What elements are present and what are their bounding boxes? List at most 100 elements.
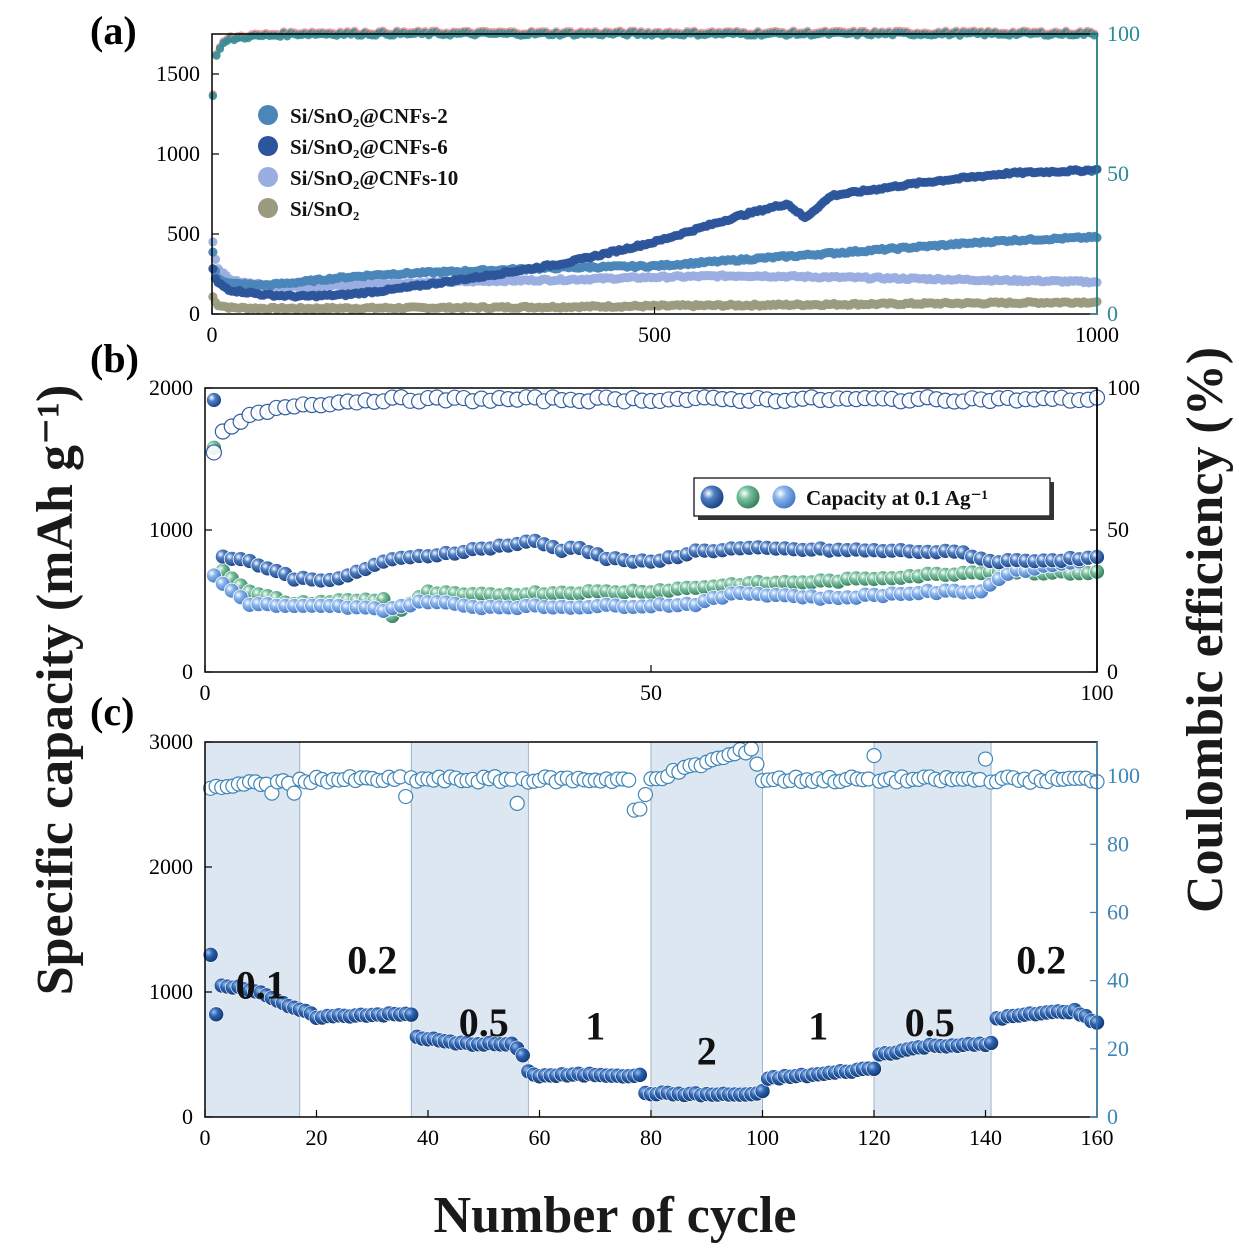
y-axis-title-left: Specific capacity (mAh g⁻¹) xyxy=(27,385,84,996)
rate-label: 2 xyxy=(697,1029,717,1074)
y-tick-label-left: 500 xyxy=(167,221,200,246)
panel-c-shaded-regions xyxy=(204,741,992,1118)
capacity-point xyxy=(208,247,218,257)
capacity-point xyxy=(202,946,219,963)
legend-marker xyxy=(699,484,725,510)
panel-b-frame xyxy=(204,387,1098,673)
y-tick-label-left: 2000 xyxy=(149,854,193,879)
x-tick-label: 0 xyxy=(200,680,211,705)
capacity-point xyxy=(208,237,218,247)
x-tick-label: 50 xyxy=(640,680,662,705)
panel-a-marks xyxy=(208,26,1102,315)
ce-point-teal xyxy=(212,51,221,60)
ce-point xyxy=(286,785,302,801)
y-tick-label-left: 1000 xyxy=(149,979,193,1004)
y-tick-label-left: 1000 xyxy=(149,517,193,542)
panel-b-label: (b) xyxy=(90,336,139,381)
capacity-point xyxy=(983,1035,999,1051)
panel-a-legend: Si/SnO₂@CNFs-2 Si/SnO₂@CNFs-6 Si/SnO₂@CNFs… xyxy=(258,104,458,221)
ce-point xyxy=(632,801,648,817)
legend-shadow-bottom xyxy=(698,516,1054,520)
x-tick-label: 100 xyxy=(1081,680,1114,705)
legend-marker xyxy=(258,198,278,218)
ce-point xyxy=(637,786,654,803)
panel-c-marks xyxy=(202,741,1105,1103)
x-tick-label: 500 xyxy=(638,322,671,347)
legend-marker xyxy=(771,484,797,510)
y-tick-label-right: 50 xyxy=(1107,517,1129,542)
y-tick-label-left: 0 xyxy=(182,659,193,684)
y-tick-label-right: 0 xyxy=(1107,1104,1118,1129)
ce-point xyxy=(621,772,637,788)
y-tick-label-left: 0 xyxy=(182,1104,193,1129)
capacity-point xyxy=(866,1061,882,1077)
rate-label: 0.2 xyxy=(347,937,397,982)
ce-point xyxy=(398,788,414,805)
legend-shadow-right xyxy=(1050,482,1054,520)
ce-point xyxy=(866,748,882,764)
x-tick-label: 60 xyxy=(529,1125,551,1150)
ce-point xyxy=(749,756,765,772)
capacity-point xyxy=(514,1047,531,1064)
legend-entry: Si/SnO₂ xyxy=(290,197,359,221)
rate-label: 0.5 xyxy=(459,1000,509,1045)
x-tick-label: 100 xyxy=(746,1125,779,1150)
panel-b-marks xyxy=(205,389,1106,624)
x-tick-label: 120 xyxy=(858,1125,891,1150)
rate-label: 1 xyxy=(585,1004,605,1049)
y-tick-label-right: 20 xyxy=(1107,1036,1129,1061)
y-tick-label-right: 60 xyxy=(1107,899,1129,924)
y-tick-label-right: 50 xyxy=(1107,161,1129,186)
y-tick-label-left: 0 xyxy=(189,301,200,326)
legend-marker xyxy=(258,167,278,187)
y-tick-label-right: 100 xyxy=(1107,21,1140,46)
x-tick-label: 140 xyxy=(969,1125,1002,1150)
x-tick-label: 40 xyxy=(417,1125,439,1150)
x-tick-label: 20 xyxy=(306,1125,328,1150)
capacity-point xyxy=(210,254,221,265)
capacity-point xyxy=(403,1006,420,1023)
panel-a-label: (a) xyxy=(90,8,137,53)
shaded-region xyxy=(204,741,301,1118)
legend-entry: Si/SnO₂@CNFs-6 xyxy=(290,135,448,159)
y-tick-label-right: 0 xyxy=(1107,301,1118,326)
y-tick-label-right: 100 xyxy=(1107,375,1140,400)
ce-point xyxy=(977,751,994,767)
ce-point xyxy=(205,444,223,461)
legend-marker xyxy=(258,105,278,125)
ce-point xyxy=(509,795,525,811)
panel-b-legend: Capacity at 0.1 Ag⁻¹ xyxy=(693,477,1054,520)
y-tick-label-left: 2000 xyxy=(149,375,193,400)
rate-label: 0.2 xyxy=(1016,937,1066,982)
x-tick-label: 80 xyxy=(640,1125,662,1150)
y-tick-label-right: 40 xyxy=(1107,968,1129,993)
x-tick-label: 1000 xyxy=(1075,322,1119,347)
y-tick-label-left: 1500 xyxy=(156,61,200,86)
capacity-point xyxy=(632,1067,648,1083)
rate-label: 0.5 xyxy=(905,1000,955,1045)
panel-c-label: (c) xyxy=(90,689,134,734)
x-tick-label: 0 xyxy=(207,322,218,347)
ce-point xyxy=(743,741,759,757)
x-tick-label: 0 xyxy=(200,1125,211,1150)
legend-entry: Capacity at 0.1 Ag⁻¹ xyxy=(806,486,988,510)
y-tick-label-left: 1000 xyxy=(156,141,200,166)
y-axis-title-right: Coulombic efficiency (%) xyxy=(1177,347,1234,913)
legend-marker xyxy=(735,484,761,510)
shaded-region xyxy=(410,741,529,1118)
panel-c-ticks: 0 20 40 60 80 100 120 140 1600100020003000020406… xyxy=(149,729,1140,1150)
legend-entry: Si/SnO₂@CNFs-2 xyxy=(290,104,448,128)
x-tick-label: 160 xyxy=(1081,1125,1114,1150)
capacity-point xyxy=(206,392,222,408)
panel-c-rate-labels: 0.1 0.2 0.5 1 2 1 0.5 0.2 xyxy=(236,937,1067,1073)
shaded-region xyxy=(650,741,763,1118)
y-tick-label-right: 0 xyxy=(1107,659,1118,684)
x-axis-title: Number of cycle xyxy=(434,1187,797,1244)
capacity-point xyxy=(208,264,218,274)
rate-label: 0.1 xyxy=(236,962,286,1007)
y-tick-label-right: 80 xyxy=(1107,831,1129,856)
